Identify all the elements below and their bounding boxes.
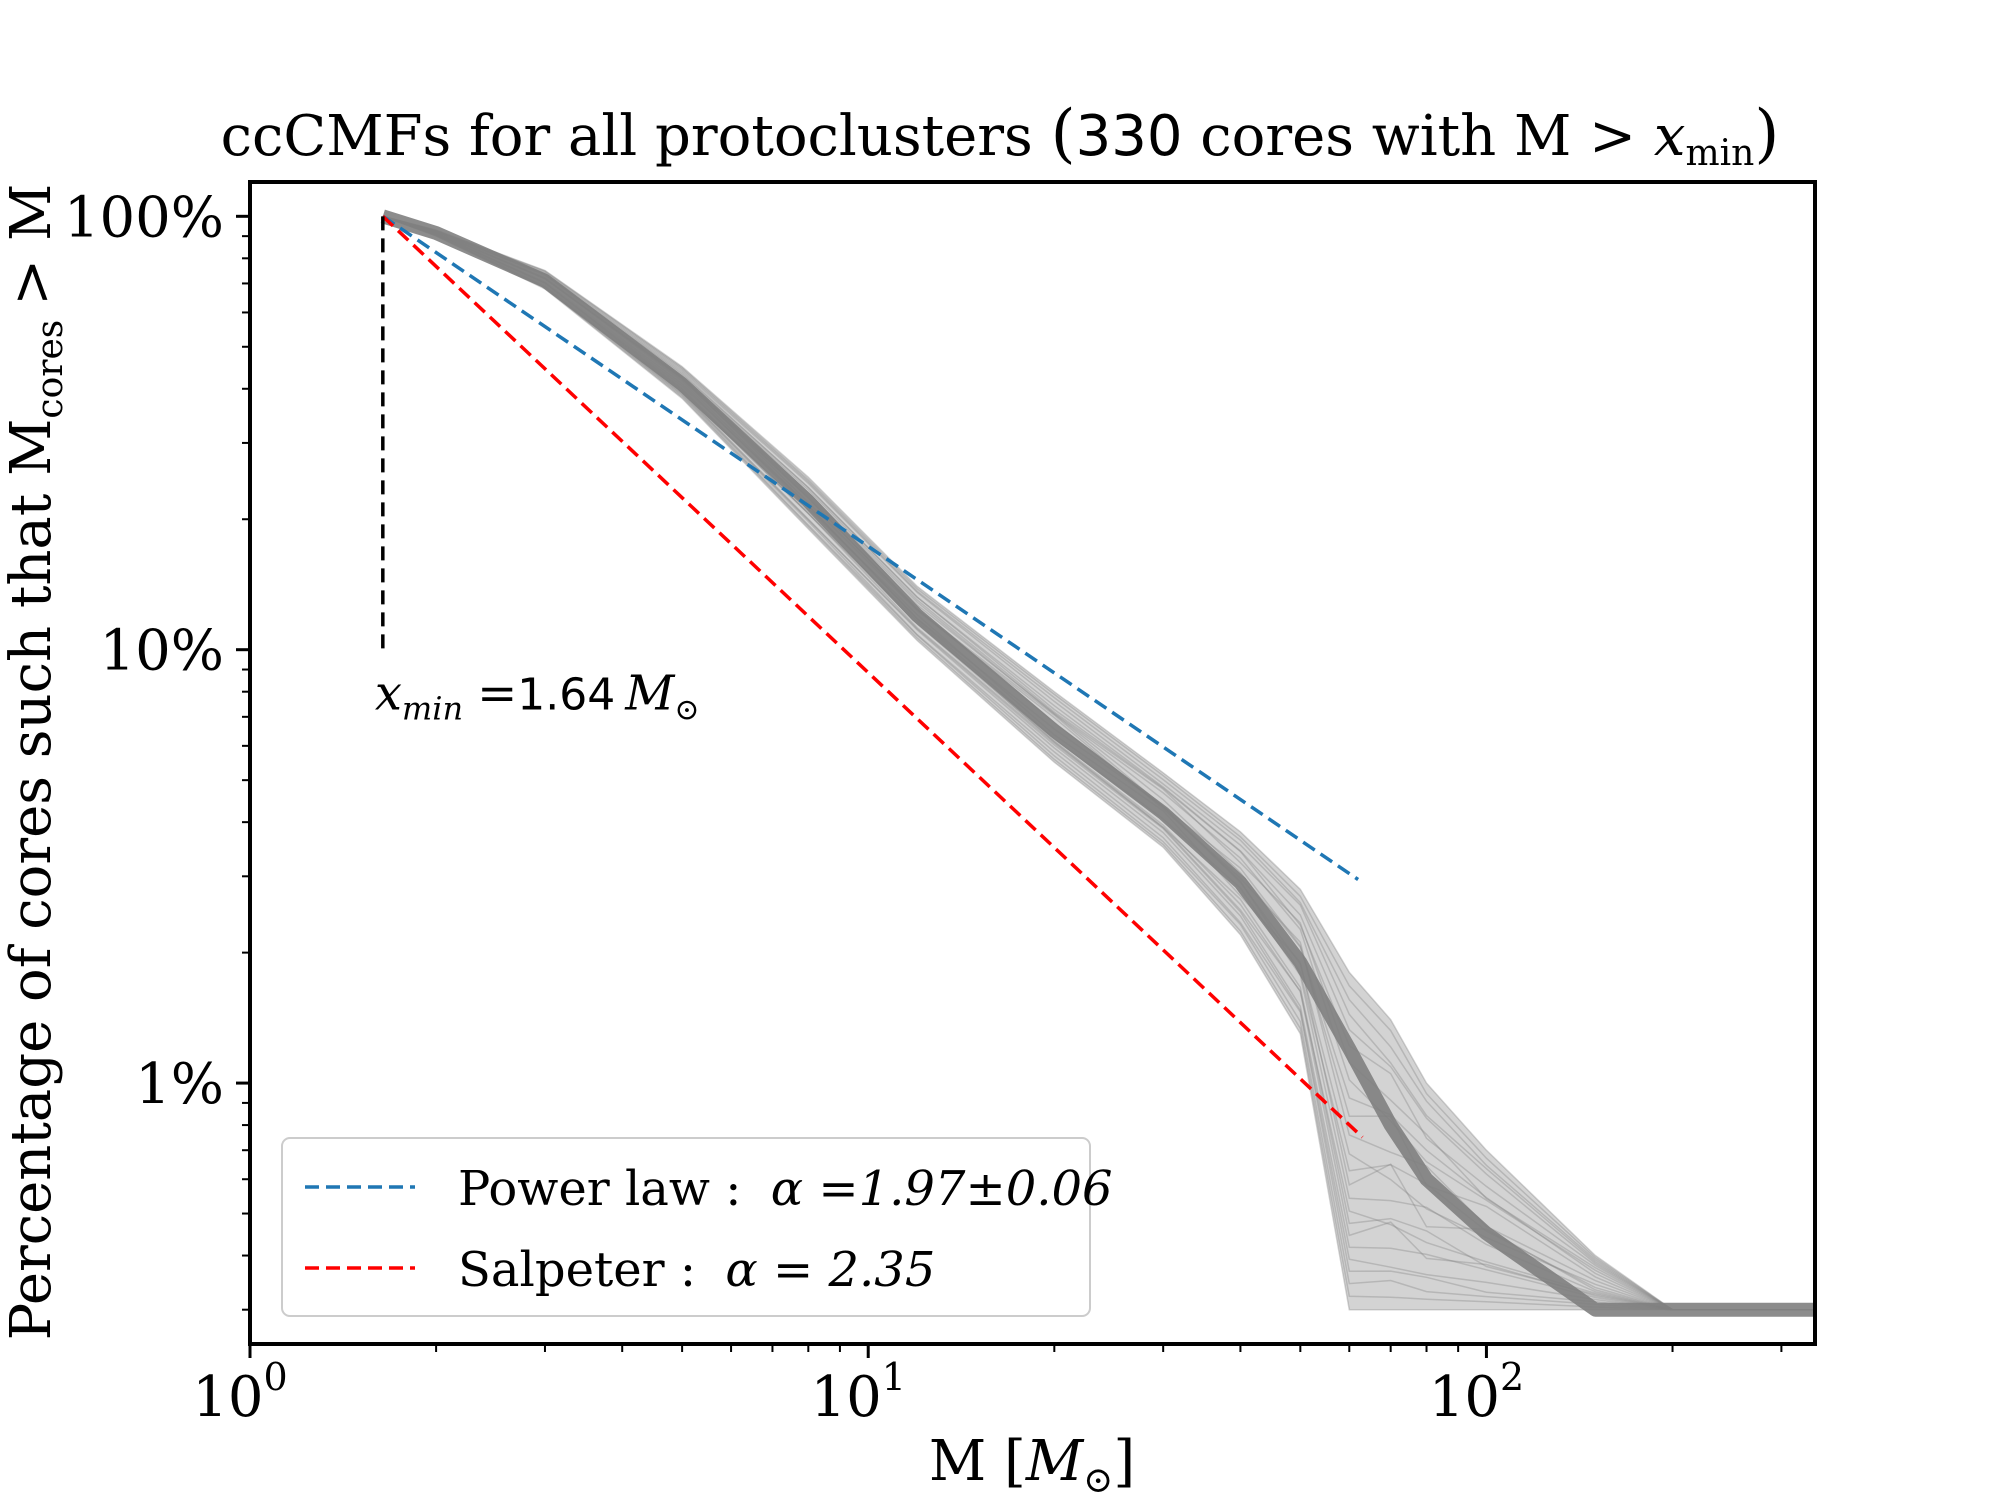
title-prefix: ccCMFs for all protoclusters — [221, 104, 1033, 169]
x-tick-exp: 2 — [1500, 1355, 1524, 1399]
bootstrap-curve — [382, 215, 1815, 1311]
x-axis-ticks: 100 101 102 — [192, 1344, 1783, 1430]
ylabel-prefix: Percentage of cores such that M — [0, 419, 64, 1341]
xmin-annot-unit-sub: ⊙ — [674, 693, 699, 728]
legend: Power law : α =1.97±0.06 Salpeter : α = … — [281, 1137, 1113, 1317]
x-tick-base: 10 — [192, 1365, 263, 1430]
xmin-annotation: xmin =1.64 M⊙ — [375, 666, 700, 728]
x-tick-label: 101 — [810, 1355, 905, 1430]
x-tick-label: 100 — [192, 1355, 287, 1430]
xlabel-close: ] — [1113, 1429, 1135, 1494]
series-line-salpeter — [381, 215, 1364, 1139]
x-tick-exp: 1 — [882, 1355, 906, 1399]
bootstrap-curve — [382, 215, 1815, 1311]
x-axis-label: M [M⊙] — [929, 1429, 1135, 1500]
ylabel-suffix: > M — [0, 184, 64, 306]
bootstrap-band — [380, 209, 1815, 1317]
bootstrap-curve — [382, 215, 1815, 1311]
title-open-paren: ( — [1051, 97, 1076, 171]
title-count: 330 — [1076, 104, 1183, 169]
x-tick-exp: 0 — [264, 1355, 288, 1399]
xlabel-main: M [ — [929, 1429, 1026, 1494]
y-tick-label: 1% — [135, 1052, 224, 1117]
y-tick-label: 100% — [64, 185, 224, 250]
x-tick-base: 10 — [810, 1365, 881, 1430]
xlabel-sub: ⊙ — [1083, 1460, 1113, 1500]
y-axis-label: Percentage of cores such that Mcores > M — [0, 184, 71, 1341]
bootstrap-curve — [382, 215, 1815, 1311]
series-lines — [381, 214, 1364, 1139]
series-line-power-law — [381, 214, 1360, 881]
title-xmin-symbol: x — [1654, 104, 1686, 169]
bootstrap-curve — [382, 215, 1815, 1311]
bootstrap-curve — [382, 215, 1815, 1311]
xlabel-symbol: M — [1025, 1429, 1085, 1494]
legend-label-salpeter: Salpeter : α = 2.35 — [458, 1242, 935, 1298]
legend-salpeter-alpha: α = 2.35 — [725, 1242, 935, 1298]
legend-power-law-alpha: α =1.97±0.06 — [771, 1161, 1113, 1217]
bootstrap-curve — [382, 215, 1815, 1311]
legend-box — [281, 1137, 1091, 1317]
bootstrap-curve — [382, 215, 1815, 1311]
title-xmin-sub: min — [1686, 133, 1755, 174]
title-suffix: cores with M — [1200, 104, 1571, 169]
y-axis-ticks: 100% 10% 1% — [64, 185, 250, 1311]
plot-frame — [248, 180, 1817, 1346]
title-gt: > — [1589, 104, 1636, 169]
legend-salpeter-name: Salpeter : — [458, 1242, 696, 1298]
legend-power-law-name: Power law : — [458, 1161, 741, 1217]
xmin-annot-unit: M — [624, 666, 676, 722]
xmin-annot-value: 1.64 — [517, 670, 615, 721]
x-tick-label: 102 — [1429, 1355, 1524, 1430]
y-tick-label: 10% — [100, 619, 224, 684]
xmin-annot-symbol: x — [375, 666, 402, 722]
legend-label-power-law: Power law : α =1.97±0.06 — [458, 1161, 1113, 1217]
chart-title: ccCMFs for all protoclusters (330 cores … — [221, 97, 1780, 174]
bootstrap-curve — [382, 215, 1815, 1311]
bootstrap-core-curve — [380, 209, 1815, 1317]
title-close-paren: ) — [1754, 97, 1779, 171]
xmin-annot-eq: = — [477, 666, 517, 722]
x-tick-base: 10 — [1429, 1365, 1500, 1430]
xmin-annot-sub: min — [402, 690, 463, 728]
ylabel-sub: cores — [30, 320, 71, 419]
